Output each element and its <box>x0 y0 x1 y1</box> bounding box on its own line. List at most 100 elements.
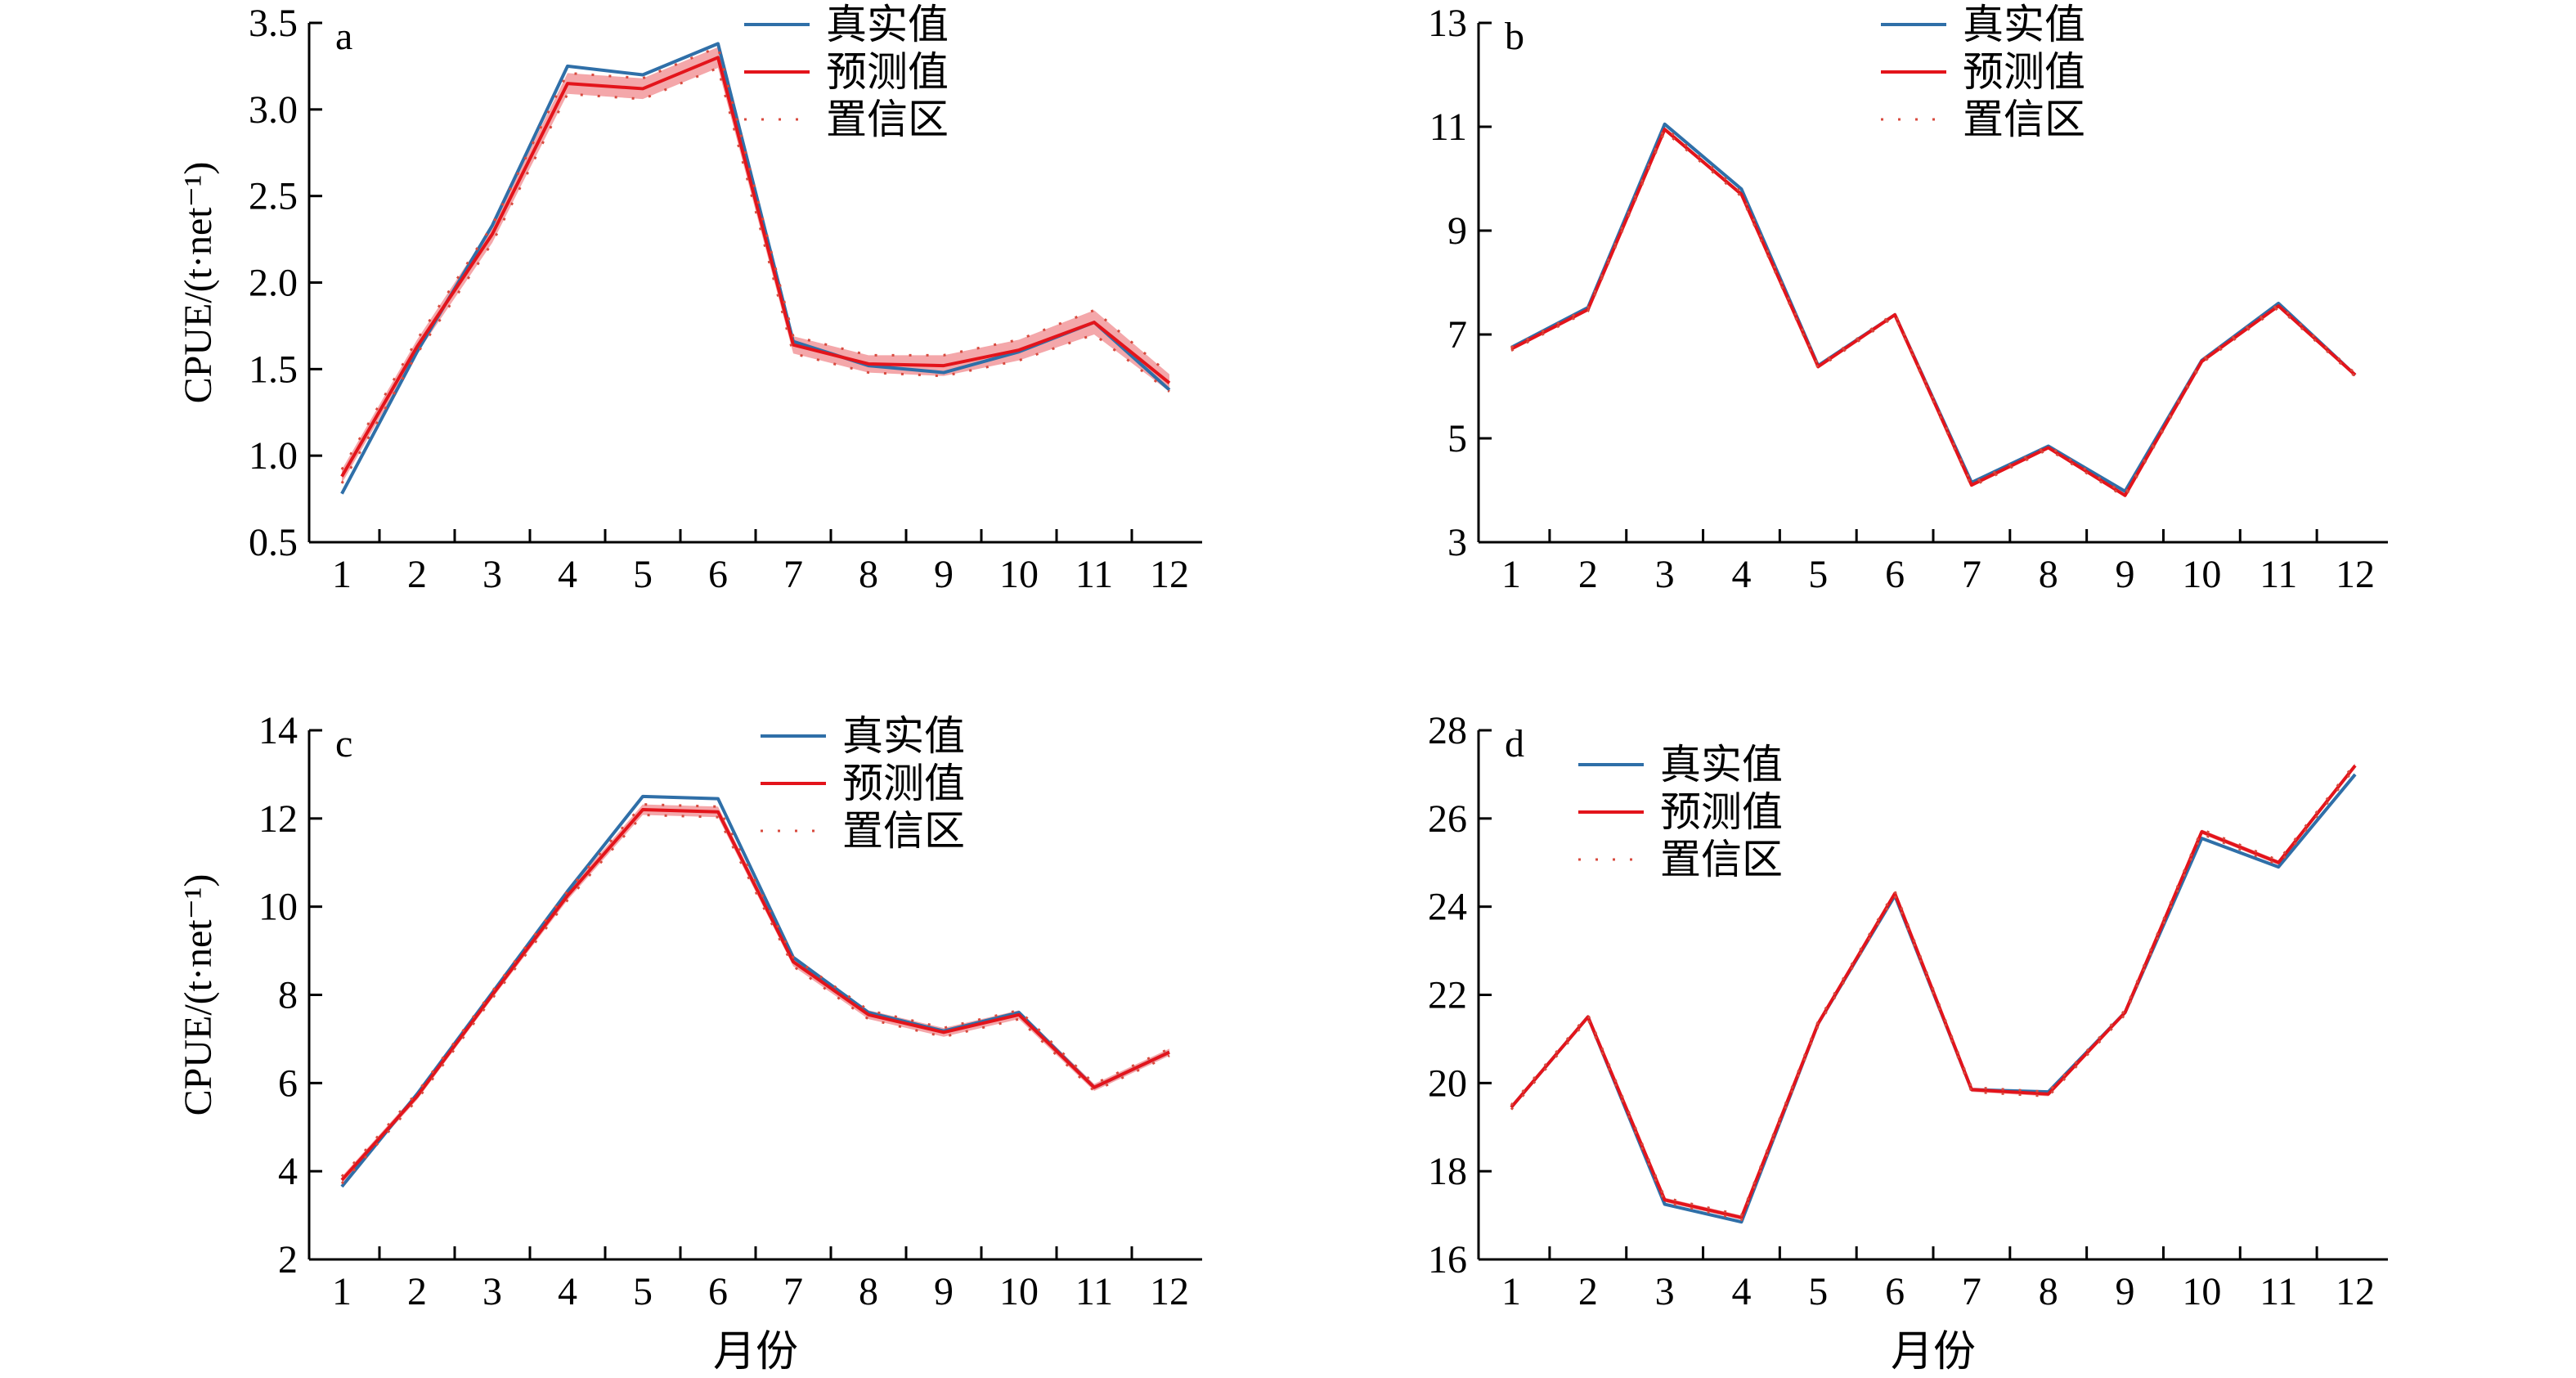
y-tick-label: 5 <box>1447 417 1467 460</box>
y-tick-label: 20 <box>1428 1062 1467 1105</box>
y-tick-label: 14 <box>258 709 298 752</box>
panel-label: d <box>1505 722 1524 765</box>
x-tick-label: 5 <box>633 1270 653 1313</box>
legend-entry: 置信区 <box>842 807 965 855</box>
y-tick-label: 2 <box>278 1238 298 1281</box>
y-tick-label: 6 <box>278 1062 298 1105</box>
x-tick-label: 9 <box>934 1270 954 1313</box>
x-tick-label: 7 <box>1962 1270 1981 1313</box>
x-tick-label: 6 <box>1885 553 1905 596</box>
series-line-true <box>340 42 1171 495</box>
series-line-predicted <box>340 56 1171 478</box>
ci-lower-line <box>1510 766 2357 1222</box>
x-tick-label: 8 <box>2039 553 2058 596</box>
chart-panel-a: 0.51.01.52.02.53.03.51 2 3 4 5 6 7 8 9 10 11 12aCPU… <box>177 1 1202 596</box>
confidence-band <box>342 47 1169 484</box>
y-tick-label: 16 <box>1428 1238 1467 1281</box>
x-tick-label: 11 <box>1075 1270 1113 1313</box>
x-tick-label: 7 <box>783 1270 803 1313</box>
y-tick-label: 2.0 <box>249 262 298 305</box>
x-tick-label: 3 <box>1655 1270 1675 1313</box>
ci-lower-line <box>1510 129 2357 499</box>
x-tick-label: 10 <box>2182 1270 2221 1313</box>
x-tick-label: 6 <box>708 1270 728 1313</box>
y-tick-label: 7 <box>1447 313 1467 357</box>
x-tick-label: 1 <box>332 1270 352 1313</box>
x-tick-label: 9 <box>2116 553 2135 596</box>
legend-entry: 预测值 <box>1963 48 2085 96</box>
x-axis-title: 月份 <box>1891 1329 1976 1376</box>
x-tick-label: 1 <box>332 553 352 596</box>
ci-lower-line <box>340 814 1170 1185</box>
legend-entry: 真实值 <box>1963 1 2085 48</box>
x-tick-label: 1 <box>1501 1270 1521 1313</box>
confidence-band <box>1511 127 2355 497</box>
panel-label: a <box>335 15 352 58</box>
x-tick-label: 1 <box>1501 553 1521 596</box>
x-tick-label: 3 <box>1655 553 1675 596</box>
x-tick-label: 4 <box>1731 553 1751 596</box>
x-tick-label: 5 <box>1808 553 1828 596</box>
x-tick-label: 2 <box>407 1270 427 1313</box>
y-tick-label: 22 <box>1428 974 1467 1017</box>
legend-entry: 置信区 <box>1963 96 2085 143</box>
x-tick-label: 6 <box>1885 1270 1905 1313</box>
legend-entry: 预测值 <box>1660 788 1783 836</box>
x-tick-label: 8 <box>859 553 878 596</box>
y-axis-title: CPUE/(t·net⁻¹) <box>177 874 220 1116</box>
series-line-predicted <box>1510 128 2357 497</box>
ci-upper-line <box>1510 125 2357 496</box>
series-line-true <box>1510 122 2357 493</box>
x-tick-label: 10 <box>2182 553 2221 596</box>
y-tick-label: 10 <box>258 886 298 929</box>
series-line-true <box>340 794 1170 1188</box>
y-tick-label: 4 <box>278 1150 298 1193</box>
confidence-band <box>342 804 1169 1184</box>
x-tick-label: 5 <box>633 553 653 596</box>
y-tick-label: 3.0 <box>249 88 298 132</box>
x-tick-label: 8 <box>859 1270 878 1313</box>
x-tick-label: 11 <box>1075 553 1113 596</box>
y-tick-label: 3 <box>1447 521 1467 564</box>
x-tick-label: 9 <box>2116 1270 2135 1313</box>
x-tick-label: 3 <box>482 1270 502 1313</box>
x-tick-label: 2 <box>1578 553 1598 596</box>
x-tick-label: 11 <box>2260 1270 2297 1313</box>
legend-entry: 预测值 <box>842 760 965 807</box>
legend-entry: 置信区 <box>826 96 949 143</box>
x-tick-label: 4 <box>1731 1270 1751 1313</box>
x-tick-label: 12 <box>1150 1270 1189 1313</box>
x-tick-label: 5 <box>1808 1270 1828 1313</box>
y-tick-label: 11 <box>1429 105 1467 149</box>
y-tick-label: 1.0 <box>249 434 298 478</box>
legend-entry: 预测值 <box>826 48 949 96</box>
y-tick-label: 8 <box>278 974 298 1017</box>
legend-entry: 真实值 <box>1660 741 1783 788</box>
x-tick-label: 7 <box>783 553 803 596</box>
ci-upper-line <box>1510 762 2357 1217</box>
y-tick-label: 26 <box>1428 797 1467 841</box>
panel-label: c <box>335 722 352 765</box>
x-tick-label: 7 <box>1962 553 1981 596</box>
y-tick-label: 3.5 <box>249 2 298 45</box>
x-tick-label: 6 <box>708 553 728 596</box>
x-tick-label: 4 <box>558 553 577 596</box>
y-tick-label: 13 <box>1428 2 1467 45</box>
y-tick-label: 24 <box>1428 886 1467 929</box>
x-tick-label: 12 <box>2336 553 2375 596</box>
x-tick-label: 2 <box>1578 1270 1598 1313</box>
y-tick-label: 9 <box>1447 209 1467 253</box>
x-tick-label: 10 <box>999 1270 1039 1313</box>
x-tick-label: 8 <box>2039 1270 2058 1313</box>
y-tick-label: 28 <box>1428 709 1467 752</box>
legend-entry: 置信区 <box>1660 836 1783 883</box>
ci-upper-line <box>340 803 1170 1178</box>
y-tick-label: 12 <box>258 797 298 841</box>
legend-entry: 真实值 <box>826 1 949 48</box>
y-tick-label: 18 <box>1428 1150 1467 1193</box>
